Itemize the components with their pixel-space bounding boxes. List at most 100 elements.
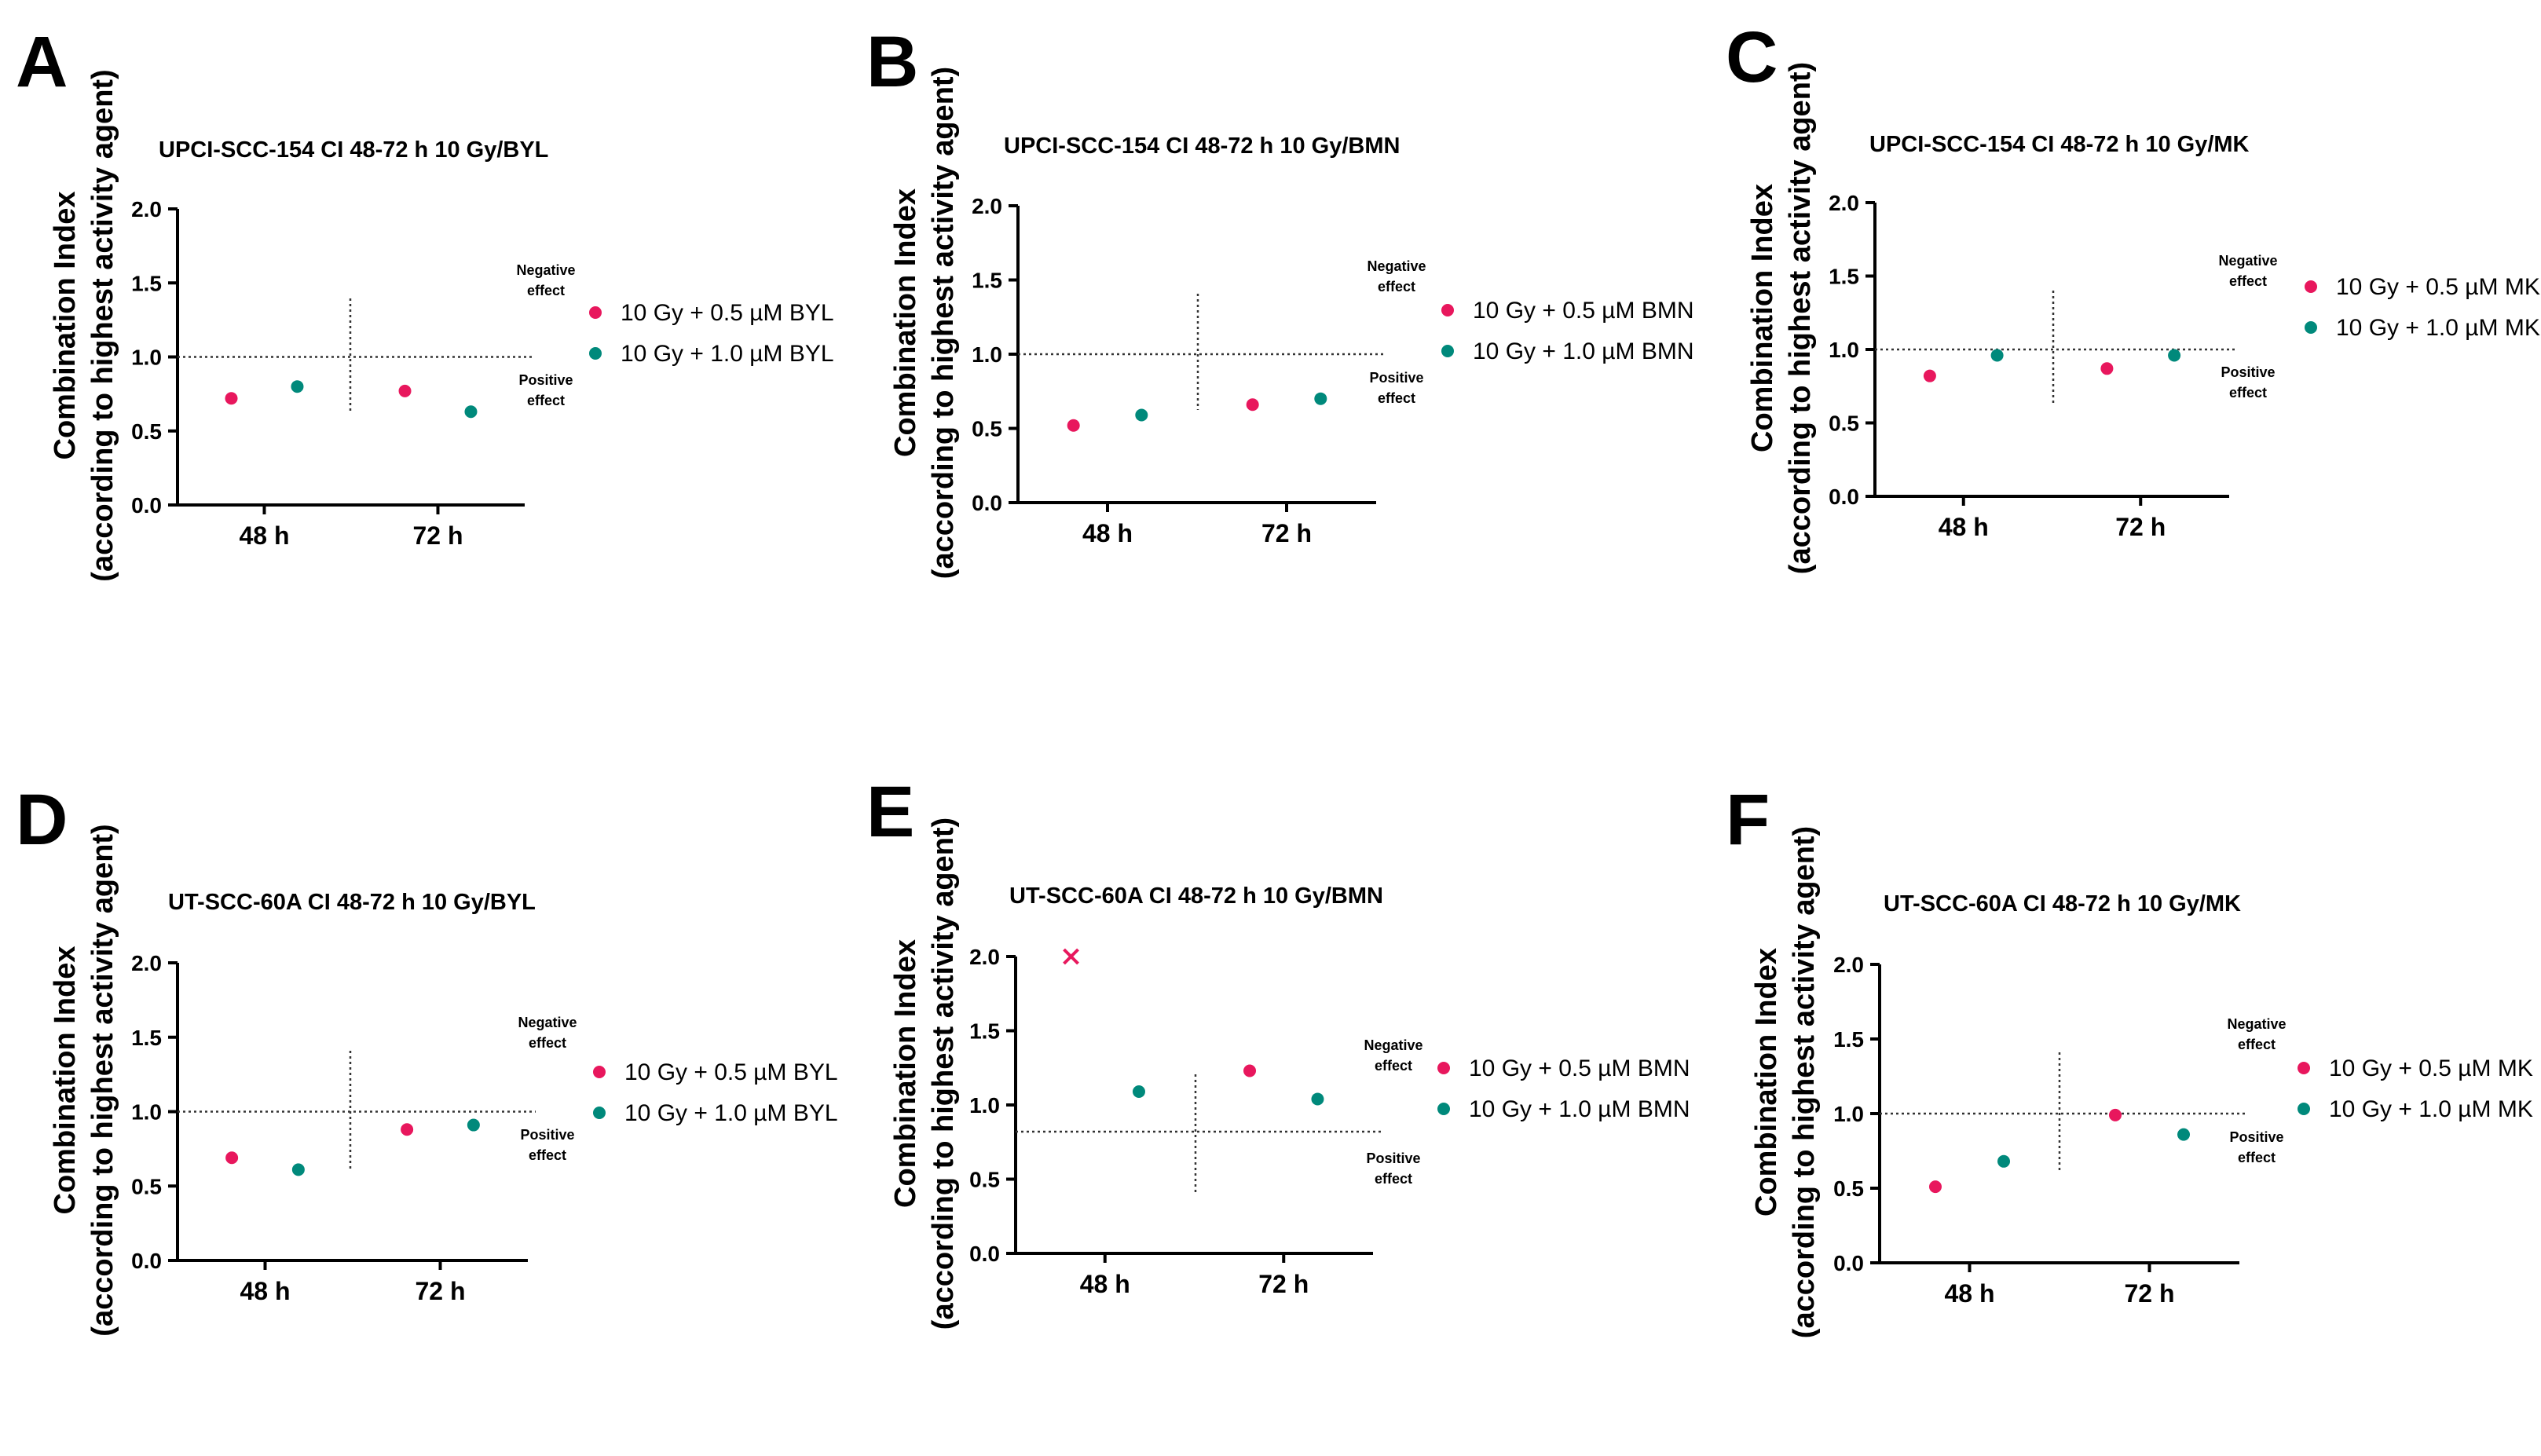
y-axis-label-line2: (according to highest activity agent) xyxy=(86,69,119,581)
x-tick-label: 48 h xyxy=(1944,1279,1994,1308)
y-tick-label: 1.0 xyxy=(1833,1102,1864,1126)
y-tick-label: 0.5 xyxy=(1833,1176,1864,1201)
y-tick-label: 2.0 xyxy=(131,951,162,975)
negative-effect-label: effect xyxy=(2238,1037,2276,1052)
legend-marker xyxy=(2305,321,2317,334)
data-point xyxy=(225,392,238,405)
y-tick-label: 1.5 xyxy=(131,271,162,295)
y-axis-label-line1: Combination Index xyxy=(1750,948,1783,1216)
y-tick-label: 0.0 xyxy=(131,493,162,518)
positive-effect-label: effect xyxy=(1378,390,1415,406)
y-axis-label-line2: (according to highest activity agent) xyxy=(927,818,960,1330)
legend-marker xyxy=(1441,345,1454,357)
legend-entry: 10 Gy + 1.0 µM BYL xyxy=(624,1100,838,1126)
legend-entry: 10 Gy + 0.5 µM MK xyxy=(2329,1055,2533,1081)
y-tick-label: 1.5 xyxy=(131,1026,162,1050)
x-tick-label: 72 h xyxy=(1258,1270,1309,1298)
chart-panel-e: E UT-SCC-60A CI 48-72 h 10 Gy/BMN Combinat… xyxy=(866,772,1690,1330)
y-tick-label: 0.0 xyxy=(1833,1251,1864,1275)
legend-marker xyxy=(593,1107,606,1119)
positive-effect-label: effect xyxy=(2238,1150,2276,1165)
chart-panel-a: A UPCI-SCC-154 CI 48-72 h 10 Gy/BYL Combin… xyxy=(16,22,834,582)
negative-effect-label: effect xyxy=(2229,273,2267,289)
chart-title: UT-SCC-60A CI 48-72 h 10 Gy/BMN xyxy=(1009,883,1383,909)
positive-effect-label: effect xyxy=(2229,385,2267,401)
data-point xyxy=(1928,1180,1942,1194)
y-tick-label: 1.0 xyxy=(131,346,162,370)
y-axis-label: Combination Index (according to highest a… xyxy=(889,67,960,579)
negative-effect-label: Negative xyxy=(1364,1037,1422,1053)
data-point xyxy=(467,1118,480,1132)
data-point xyxy=(1067,419,1080,432)
data-point xyxy=(291,1163,305,1176)
legend-marker xyxy=(2305,280,2317,293)
data-point xyxy=(1997,1154,2011,1168)
negative-effect-label: effect xyxy=(527,283,565,298)
data-point-cross xyxy=(1063,948,1079,965)
x-tick-label: 72 h xyxy=(1261,519,1312,547)
panel-letter: D xyxy=(16,780,68,860)
data-point xyxy=(2100,362,2114,375)
y-tick-label: 1.0 xyxy=(972,342,1002,367)
negative-effect-label: Negative xyxy=(2218,253,2277,269)
legend-entry: 10 Gy + 0.5 µM MK xyxy=(2336,274,2540,300)
positive-effect-label: Positive xyxy=(2229,1129,2283,1145)
legend-marker xyxy=(1437,1103,1450,1115)
legend-marker xyxy=(1437,1062,1450,1074)
y-tick-label: 2.0 xyxy=(972,194,1002,218)
negative-effect-label: Negative xyxy=(2227,1016,2286,1032)
y-tick-label: 0.0 xyxy=(969,1242,1000,1266)
y-tick-label: 0.5 xyxy=(972,417,1002,441)
positive-effect-label: Positive xyxy=(2221,364,2275,380)
y-tick-label: 2.0 xyxy=(1833,953,1864,977)
panel-letter: E xyxy=(866,772,914,852)
negative-effect-label: effect xyxy=(1375,1058,1412,1074)
y-tick-label: 1.5 xyxy=(1833,1027,1864,1052)
legend-entry: 10 Gy + 1.0 µM BMN xyxy=(1473,338,1694,364)
legend-marker xyxy=(2298,1062,2310,1074)
positive-effect-label: Positive xyxy=(1369,370,1423,386)
chart-title: UT-SCC-60A CI 48-72 h 10 Gy/BYL xyxy=(168,890,536,915)
positive-effect-label: Positive xyxy=(518,372,573,388)
chart-panel-c: C UPCI-SCC-154 CI 48-72 h 10 Gy/MK Combina… xyxy=(1726,17,2540,574)
y-axis-label: Combination Index (according to highest a… xyxy=(889,818,960,1330)
y-tick-label: 0.0 xyxy=(1829,485,1859,509)
negative-effect-label: effect xyxy=(1378,279,1415,294)
chart-panel-d: D UT-SCC-60A CI 48-72 h 10 Gy/BYL Combinat… xyxy=(16,780,838,1337)
negative-effect-label: effect xyxy=(529,1035,566,1051)
y-axis-label-line1: Combination Index xyxy=(49,192,82,460)
legend-marker xyxy=(593,1066,606,1078)
x-tick-label: 48 h xyxy=(240,1277,290,1305)
y-axis-label: Combination Index (according to highest a… xyxy=(1746,62,1817,574)
y-tick-label: 2.0 xyxy=(1829,191,1859,215)
y-tick-label: 1.5 xyxy=(1829,265,1859,289)
legend-entry: 10 Gy + 1.0 µM BMN xyxy=(1469,1096,1690,1122)
x-tick-label: 48 h xyxy=(1082,519,1133,547)
data-point xyxy=(225,1151,239,1165)
data-point xyxy=(2108,1108,2122,1121)
chart-panel-f: F UT-SCC-60A CI 48-72 h 10 Gy/MK Combinati… xyxy=(1726,780,2533,1338)
panel-letter: A xyxy=(16,22,68,102)
positive-effect-label: effect xyxy=(1375,1171,1412,1187)
data-point xyxy=(2177,1128,2191,1141)
y-axis-label-line1: Combination Index xyxy=(889,939,922,1208)
positive-effect-label: effect xyxy=(529,1147,566,1163)
y-tick-label: 2.0 xyxy=(131,197,162,221)
legend-entry: 10 Gy + 0.5 µM BYL xyxy=(624,1059,838,1085)
x-tick-label: 72 h xyxy=(2115,513,2166,541)
data-point xyxy=(1243,1064,1257,1077)
y-axis-label: Combination Index (according to highest a… xyxy=(1750,826,1821,1338)
data-point xyxy=(1314,392,1327,405)
chart-title: UT-SCC-60A CI 48-72 h 10 Gy/MK xyxy=(1884,891,2241,916)
data-point xyxy=(2168,349,2181,362)
data-point xyxy=(401,1123,414,1136)
data-point xyxy=(1135,408,1148,422)
y-tick-label: 0.5 xyxy=(969,1168,1000,1192)
data-point xyxy=(464,405,478,419)
y-tick-label: 1.5 xyxy=(972,269,1002,293)
y-tick-label: 0.5 xyxy=(1829,412,1859,436)
chart-title: UPCI-SCC-154 CI 48-72 h 10 Gy/BMN xyxy=(1004,134,1400,159)
y-axis-label-line2: (according to highest activity agent) xyxy=(86,824,119,1336)
positive-effect-label: effect xyxy=(527,393,565,408)
legend-marker xyxy=(2298,1103,2310,1115)
